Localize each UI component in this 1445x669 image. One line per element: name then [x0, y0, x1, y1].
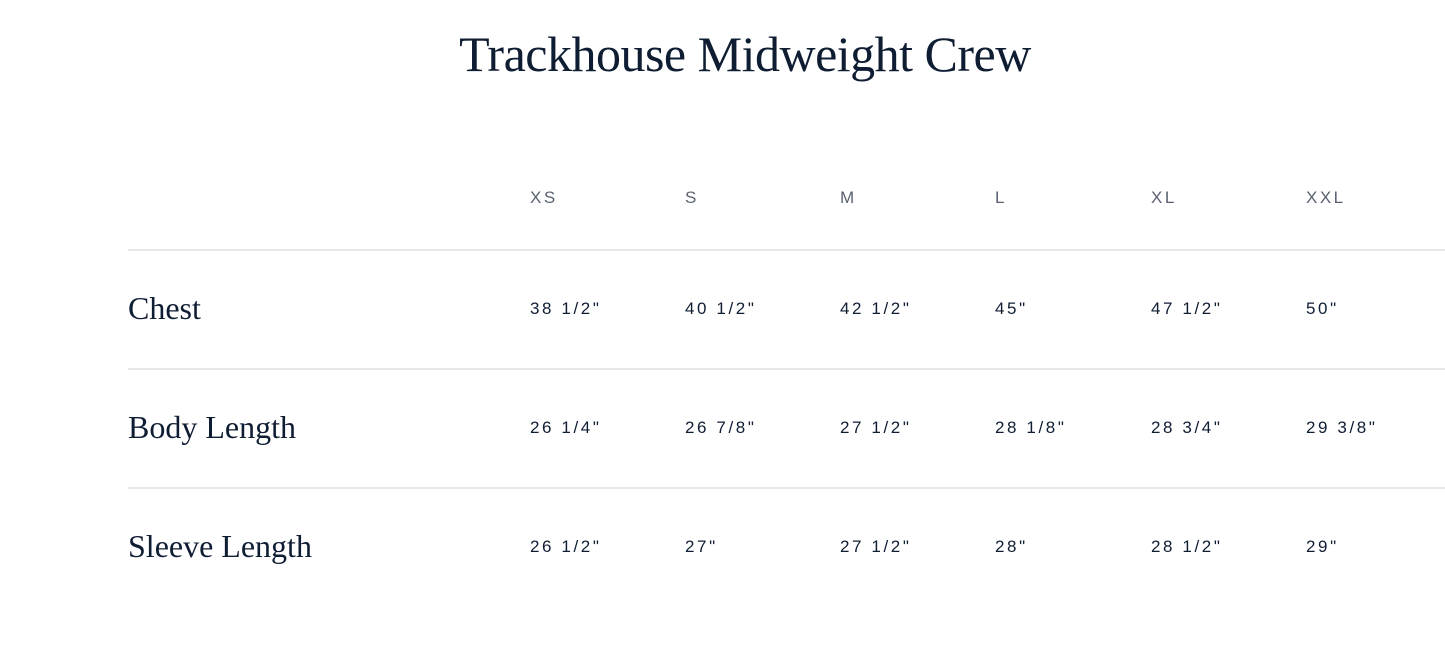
size-header-xxl: XXL [1306, 188, 1346, 207]
row-divider [128, 368, 1445, 370]
measurement-cell: 42 1/2" [840, 299, 912, 318]
measurement-cell: 28 1/8" [995, 418, 1067, 437]
measurement-cell: 29" [1306, 537, 1339, 556]
measurement-cell: 45" [995, 299, 1028, 318]
measurement-cell: 38 1/2" [530, 299, 602, 318]
measurement-cell: 26 1/2" [530, 537, 602, 556]
size-header-l: L [995, 188, 1007, 207]
measurement-cell: 27 1/2" [840, 537, 912, 556]
measurement-cell: 29 3/8" [1306, 418, 1378, 437]
measurement-cell: 28 1/2" [1151, 537, 1223, 556]
size-header-m: M [840, 188, 857, 207]
page-title: Trackhouse Midweight Crew [459, 26, 1031, 82]
measurement-cell: 27 1/2" [840, 418, 912, 437]
measurement-cell: 47 1/2" [1151, 299, 1223, 318]
measurement-cell: 27" [685, 537, 718, 556]
row-label: Body Length [128, 409, 296, 445]
row-label: Sleeve Length [128, 528, 312, 564]
size-header-s: S [685, 188, 699, 207]
measurement-cell: 50" [1306, 299, 1339, 318]
row-divider [128, 249, 1445, 251]
measurement-cell: 28 3/4" [1151, 418, 1223, 437]
measurement-cell: 28" [995, 537, 1028, 556]
size-header-xs: XS [530, 188, 558, 207]
measurement-cell: 26 1/4" [530, 418, 602, 437]
row-divider [128, 487, 1445, 489]
measurement-cell: 40 1/2" [685, 299, 757, 318]
measurement-cell: 26 7/8" [685, 418, 757, 437]
size-header-xl: XL [1151, 188, 1177, 207]
row-label: Chest [128, 290, 201, 326]
